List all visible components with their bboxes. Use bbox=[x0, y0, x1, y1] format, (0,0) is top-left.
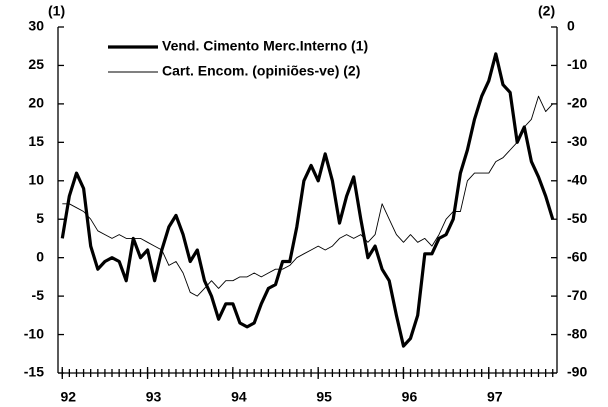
x-tick-label: 96 bbox=[402, 389, 418, 405]
x-tick-label: 97 bbox=[487, 389, 503, 405]
series-line bbox=[60, 52, 555, 348]
y2-tick-label: -60 bbox=[567, 248, 587, 264]
y-tick-label: 5 bbox=[36, 210, 44, 226]
x-tick-label: 94 bbox=[231, 389, 247, 405]
y-tick-label: 30 bbox=[28, 18, 44, 34]
x-tick-label: 95 bbox=[316, 389, 332, 405]
y2-tick-label: -50 bbox=[567, 210, 587, 226]
y-tick-label: -15 bbox=[24, 364, 44, 380]
legend-label: Cart. Encom. (opiniões-ve) (2) bbox=[162, 63, 360, 79]
y-axis-label: (1) bbox=[48, 3, 65, 19]
y2-tick-label: -40 bbox=[567, 171, 587, 187]
series-line bbox=[62, 95, 554, 297]
y-tick-label: 10 bbox=[28, 171, 44, 187]
y-tick-label: 0 bbox=[36, 248, 44, 264]
y-tick-label: 25 bbox=[28, 56, 44, 72]
y2-tick-label: -90 bbox=[567, 364, 587, 380]
legend-label: Vend. Cimento Merc.Interno (1) bbox=[162, 38, 368, 54]
x-tick-label: 92 bbox=[60, 389, 76, 405]
y-tick-label: 15 bbox=[28, 133, 44, 149]
y2-tick-label: 0 bbox=[567, 18, 575, 34]
x-tick-label: 93 bbox=[146, 389, 162, 405]
y2-axis-label: (2) bbox=[538, 3, 555, 19]
y-tick-label: -10 bbox=[24, 325, 44, 341]
y2-tick-label: -80 bbox=[567, 325, 587, 341]
y2-tick-label: -30 bbox=[567, 133, 587, 149]
y2-tick-label: -70 bbox=[567, 287, 587, 303]
y2-tick-label: -10 bbox=[567, 56, 587, 72]
y2-tick-label: -20 bbox=[567, 95, 587, 111]
y-tick-label: 20 bbox=[28, 95, 44, 111]
y-tick-label: -5 bbox=[32, 287, 45, 303]
